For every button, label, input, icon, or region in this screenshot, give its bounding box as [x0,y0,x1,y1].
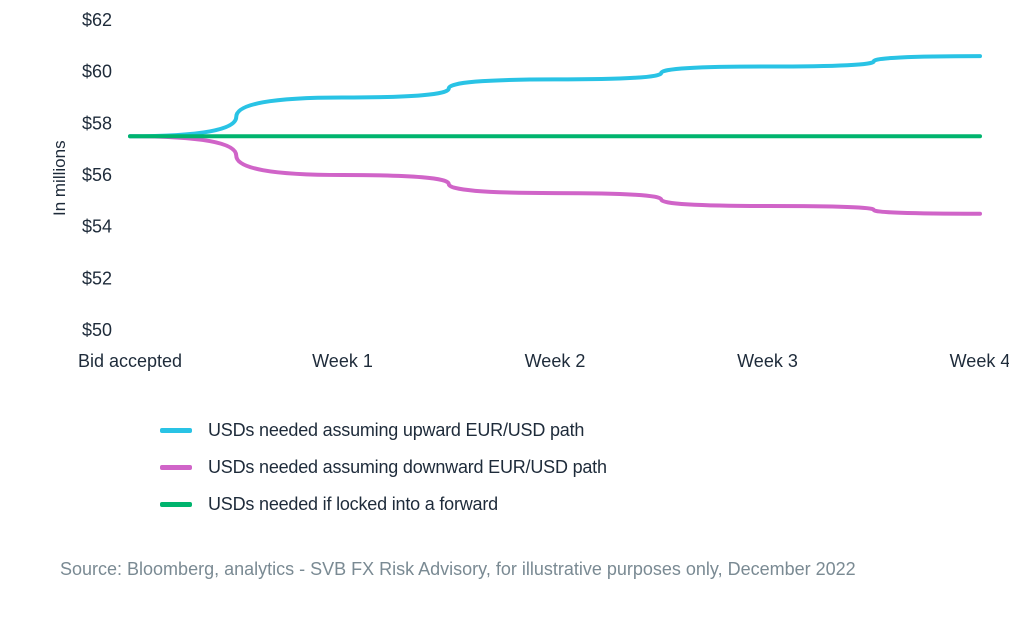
line-chart: $50 $52 $54 $56 $58 $60 $62 Bid accepted Week 1 W… [0,0,1009,410]
svg-text:Bid accepted: Bid accepted [78,351,182,371]
svg-text:Week 1: Week 1 [312,351,373,371]
legend-label: USDs needed assuming downward EUR/USD pa… [208,457,607,478]
svg-text:Week 4: Week 4 [950,351,1009,371]
legend-swatch [160,502,192,507]
legend-item-downward: USDs needed assuming downward EUR/USD pa… [160,457,607,478]
x-tick: Bid accepted [78,351,182,371]
x-tick: Week 4 [950,351,1009,371]
legend-swatch [160,465,192,470]
svg-text:$58: $58 [82,113,112,133]
svg-text:$60: $60 [82,62,112,82]
legend-item-forward: USDs needed if locked into a forward [160,494,607,515]
y-tick: $60 [82,62,112,82]
legend-label: USDs needed if locked into a forward [208,494,498,515]
x-tick: Week 2 [525,351,586,371]
svg-text:Week 3: Week 3 [737,351,798,371]
y-tick: $52 [82,268,112,288]
y-axis-label: In millions [50,140,70,216]
y-tick: $58 [82,113,112,133]
legend: USDs needed assuming upward EUR/USD path… [160,420,607,531]
x-tick: Week 3 [737,351,798,371]
svg-text:$50: $50 [82,320,112,340]
svg-text:$52: $52 [82,268,112,288]
legend-swatch [160,428,192,433]
y-tick: $56 [82,165,112,185]
legend-item-upward: USDs needed assuming upward EUR/USD path [160,420,607,441]
x-tick: Week 1 [312,351,373,371]
svg-text:$54: $54 [82,217,112,237]
svg-text:$62: $62 [82,10,112,30]
series-upward [130,56,980,136]
series-downward [130,136,980,214]
y-tick: $50 [82,320,112,340]
y-tick: $62 [82,10,112,30]
y-tick: $54 [82,217,112,237]
source-footnote: Source: Bloomberg, analytics - SVB FX Ri… [60,556,856,583]
svg-text:Week 2: Week 2 [525,351,586,371]
legend-label: USDs needed assuming upward EUR/USD path [208,420,584,441]
svg-text:$56: $56 [82,165,112,185]
chart-page: In millions $50 $52 $54 $56 $58 $60 $62 Bid acc… [0,0,1009,638]
